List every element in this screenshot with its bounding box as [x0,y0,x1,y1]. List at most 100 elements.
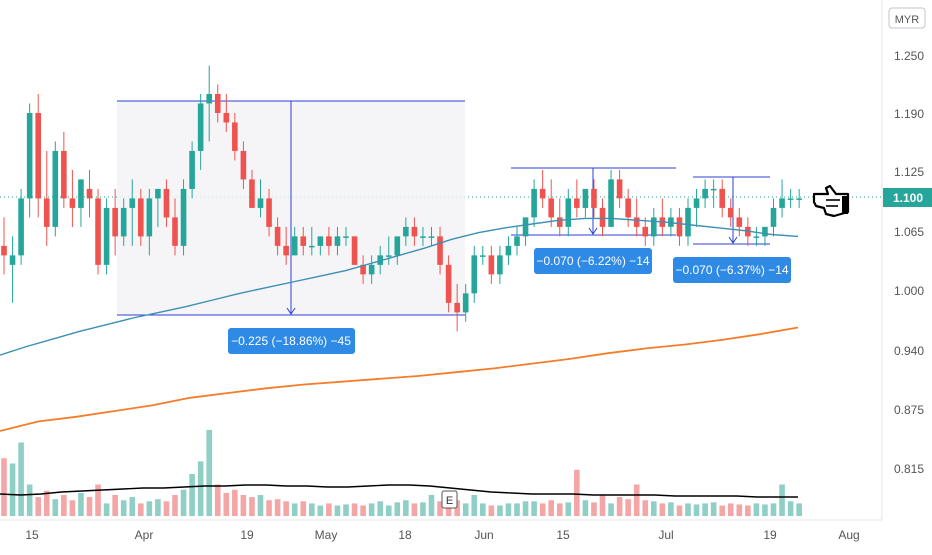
volume-bar [309,503,315,516]
candle-body [334,236,341,246]
candle-body [155,188,161,199]
candle-body [283,245,289,256]
volume-bar [437,501,443,516]
earnings-marker-box[interactable] [441,490,458,509]
volume-bar [668,502,674,516]
volume-bar [599,495,606,516]
candle-body [257,198,264,208]
volume-bar [625,499,631,516]
fast-moving-average-line [0,217,799,356]
price-tick: 1.065 [894,225,924,239]
currency-badge-box[interactable] [888,7,926,29]
candle-body [582,188,589,208]
volume-bar [462,503,469,516]
measure-label-box [228,328,355,354]
volume-bar [197,461,204,516]
candle-body [138,198,144,237]
candle-body [103,207,110,265]
candle-body [702,188,708,199]
volume-bar [565,502,572,516]
volume-moving-average-line [0,484,798,498]
volume-bar [138,503,144,516]
volume-bar [591,502,597,516]
last-price-box [883,188,932,207]
candle-body [249,179,255,208]
candle-body [454,302,460,313]
earnings-marker[interactable]: E [446,495,453,507]
measure-tool-3[interactable]: −0.070 (−6.37%) −14 [673,176,791,283]
volume-bar [762,504,768,516]
volume-bar [78,492,84,516]
candle-body [693,198,700,208]
pointing-hand-cursor-icon [812,184,850,218]
volume-bar [343,504,349,516]
volume-bar [35,497,41,516]
volume-bar [95,484,101,516]
time-tick: 15 [25,528,39,542]
volume-bar [796,503,802,516]
volume-bar [736,504,743,516]
candle-body [360,264,366,275]
volume-bar [693,504,700,516]
volume-bar [334,505,341,516]
price-tick: 0.815 [894,462,924,476]
last-price-label: 1.100 [893,191,923,205]
candle-body [411,226,418,237]
time-tick: Aug [838,528,859,542]
volume-bar [659,503,666,516]
volume-bar [223,492,230,516]
time-tick: 18 [398,528,412,542]
volume-bar [326,503,332,516]
volume-bar [43,490,50,516]
volume-bar [257,495,264,516]
volume-bar [172,495,178,516]
time-tick: 15 [556,528,570,542]
measure-tool-2[interactable]: −0.070 (−6.22%) −14 [511,167,676,274]
candle-body [18,198,24,256]
time-tick: 19 [240,528,254,542]
measure-label-box [534,248,652,274]
candle-body [505,245,512,256]
candle-body [52,150,59,227]
candle-body [642,226,649,237]
measure-arrow-head [286,307,296,315]
candle-body [753,236,760,238]
candle-body [206,93,212,104]
candle-body [565,198,572,227]
candle-body [685,207,691,237]
candle-body [343,236,349,238]
candle-body [651,217,657,237]
candle-body [736,217,743,227]
candle-body [385,255,392,257]
candle-body [61,150,67,199]
candle-body [625,198,631,218]
candle-body [591,188,597,208]
volume-bar [69,500,76,516]
volume-bar [317,505,324,516]
volume-bar [770,503,777,516]
currency-badge[interactable]: MYR [895,14,920,26]
price-tick: 0.875 [894,403,924,417]
candle-body [189,150,195,189]
time-tick: Jul [658,528,673,542]
candle-body [770,207,777,227]
volume-bar [377,501,383,516]
candle-body [266,198,272,227]
measure-label: −0.070 (−6.37%) −14 [675,263,788,277]
volume-bar [685,503,691,516]
candle-body [762,226,768,237]
volume-bar [420,502,426,516]
measure-tool-1[interactable]: −0.225 (−18.86%) −45 [117,100,465,354]
volume-bar [411,503,418,516]
volume-bar [180,489,187,516]
candle-body [368,264,375,275]
candle-body [522,217,529,237]
candle-body [163,188,170,218]
candle-body [43,198,50,227]
candle-body [146,198,153,237]
volume-bar [61,495,67,516]
volume-bar [112,495,118,516]
volume-bar [232,489,238,516]
